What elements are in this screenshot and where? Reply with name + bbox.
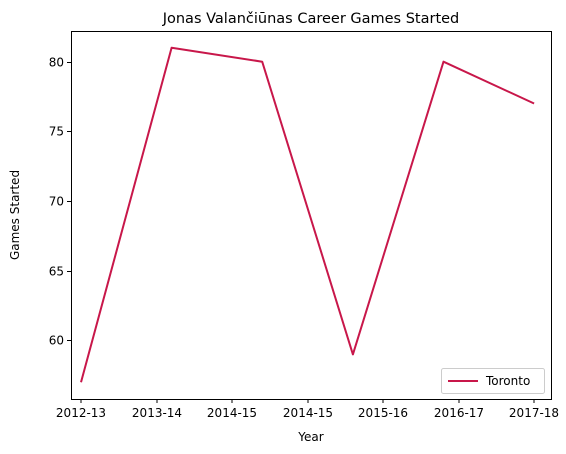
y-axis: 60 65 70 75 80 [49,56,71,348]
chart-title: Jonas Valančiūnas Career Games Started [162,11,460,27]
series-layer [80,46,535,383]
y-tick-label: 65 [49,265,64,279]
x-tick-label: 2017-18 [509,406,559,420]
y-tick-label: 75 [49,125,64,139]
legend-label: Toronto [485,374,530,388]
plot-area [71,31,552,400]
x-tick-label: 2016-17 [434,406,484,420]
x-tick-label: 2014-15 [283,406,333,420]
y-tick-label: 70 [49,195,64,209]
legend-box [441,368,545,394]
legend: Toronto [441,368,545,394]
x-axis-label: Year [297,430,323,444]
x-tick-label: 2015-16 [358,406,408,420]
x-axis: 2012-13 2013-14 2014-15 2014-15 2015-16 2016-… [56,399,559,420]
x-tick-label: 2014-15 [207,406,257,420]
x-tick-label: 2012-13 [56,406,106,420]
y-tick-label: 80 [49,56,64,70]
x-tick-label: 2013-14 [132,406,182,420]
series-line-toronto [80,46,535,383]
y-tick-label: 60 [49,334,64,348]
y-axis-label: Games Started [8,170,22,260]
